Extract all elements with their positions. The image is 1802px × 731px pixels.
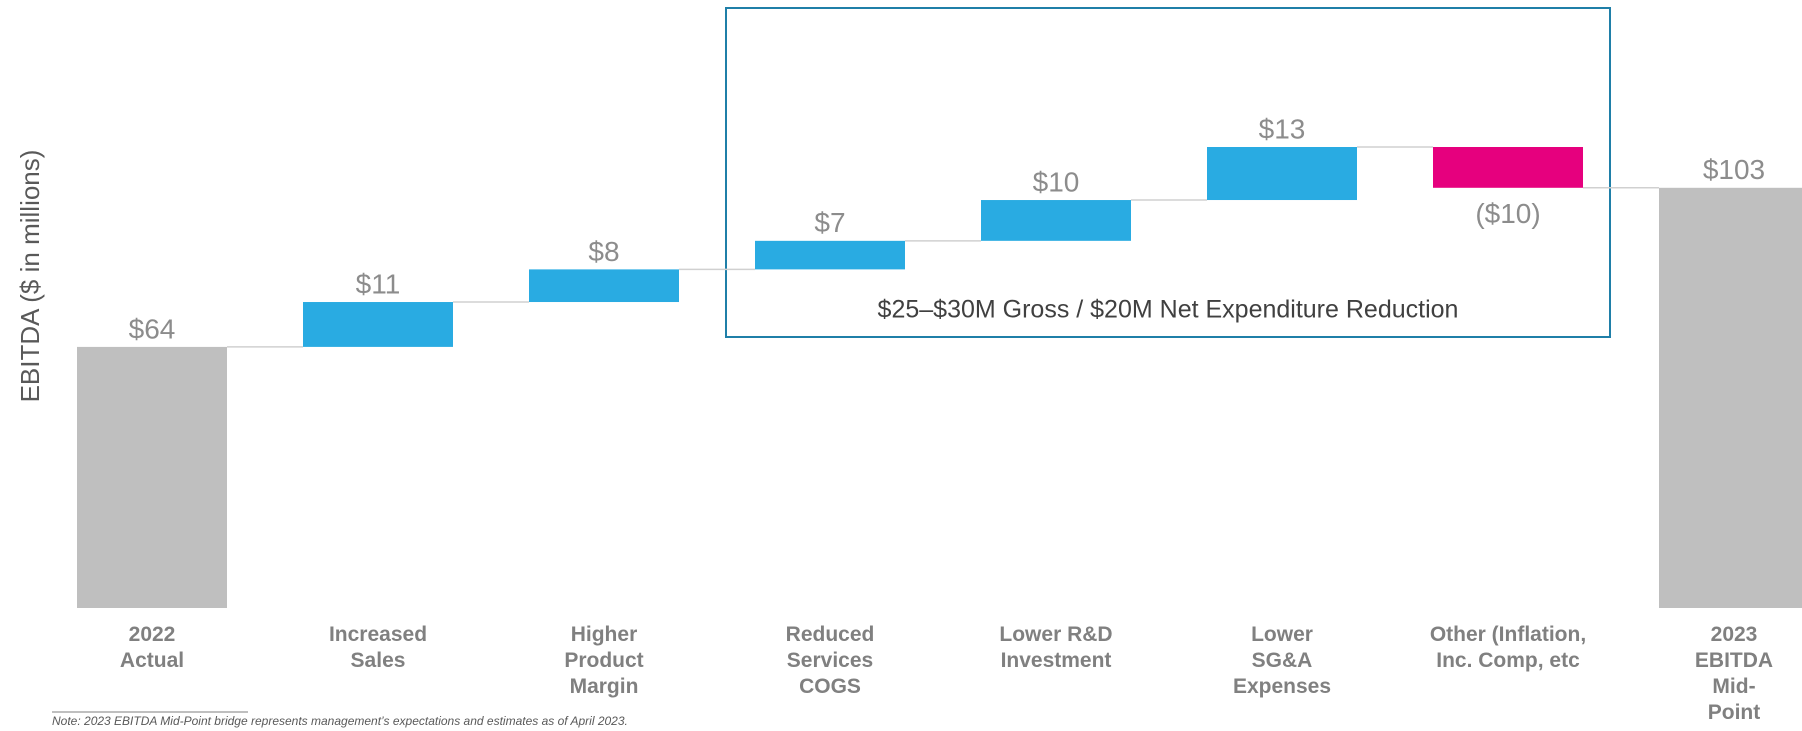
note: Note: 2023 EBITDA Mid-Point bridge repre…	[52, 714, 628, 728]
value-label: ($10)	[1475, 198, 1540, 229]
bar	[77, 346, 227, 608]
bar	[529, 269, 679, 303]
y-axis-label: EBITDA ($ in millions)	[15, 150, 45, 403]
value-label: $7	[814, 207, 845, 238]
x-tick-label: 2023 EBITDA Mid- Point	[1694, 623, 1774, 724]
x-tick-label: Higher Product Margin	[564, 623, 644, 698]
bar	[1659, 187, 1802, 609]
bar	[981, 200, 1131, 241]
x-tick-label: Lower R&D Investment	[999, 623, 1113, 672]
bar	[1433, 147, 1583, 188]
bar	[755, 240, 905, 270]
x-tick-label: Reduced Services COGS	[785, 623, 875, 698]
value-label: $8	[588, 236, 619, 267]
bar	[1207, 147, 1357, 201]
value-label: $11	[356, 268, 401, 299]
x-tick-label: Lower SG&A Expenses	[1232, 623, 1332, 698]
x-tick-label: 2022 Actual	[119, 623, 185, 672]
value-label: $103	[1703, 154, 1765, 185]
bar	[303, 302, 453, 347]
x-tick-label: Other (Inflation, Inc. Comp, etc	[1429, 623, 1587, 672]
annotation: $25–$30M Gross / $20M Net Expenditure Re…	[878, 296, 1459, 324]
value-label: $13	[1259, 113, 1306, 144]
value-label: $10	[1033, 166, 1080, 197]
x-tick-label: Increased Sales	[328, 623, 428, 672]
value-label: $64	[129, 313, 176, 344]
annotation-box	[725, 7, 1611, 338]
